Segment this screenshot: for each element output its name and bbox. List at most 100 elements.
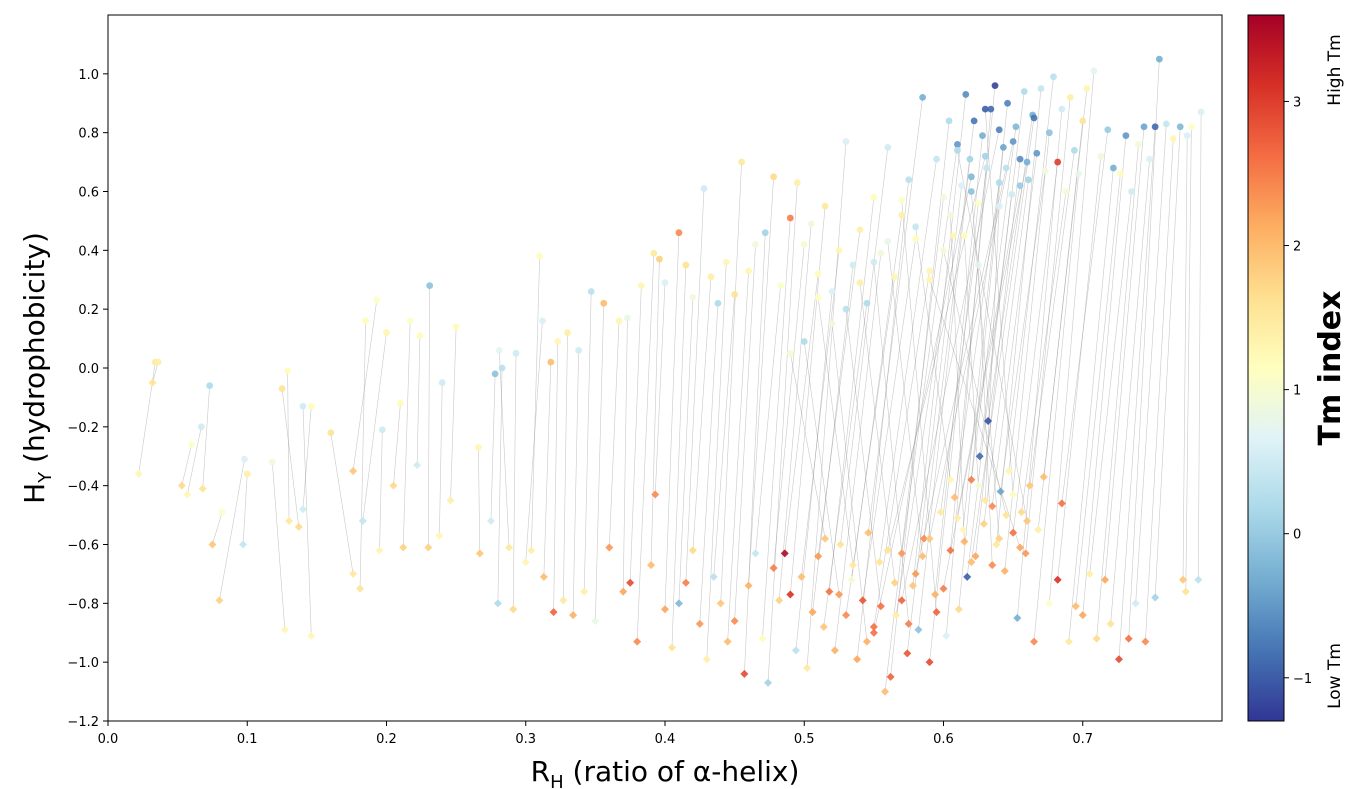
diamond-point <box>1016 543 1025 552</box>
connector-line <box>918 159 971 630</box>
connector-line <box>678 297 694 604</box>
diamond-point <box>667 643 676 652</box>
circle-point <box>940 193 947 201</box>
connector-line <box>823 303 868 627</box>
circle-point <box>1122 132 1130 140</box>
circle-point <box>800 338 808 345</box>
connector-line <box>915 226 951 480</box>
diamond-point <box>633 637 642 646</box>
circle-point <box>307 402 315 410</box>
diamond-point <box>1030 637 1039 646</box>
diamond-point <box>580 587 589 596</box>
connector-line <box>512 353 517 610</box>
connector-line <box>583 291 592 592</box>
diamond-point <box>674 599 683 608</box>
circle-point <box>731 291 739 298</box>
connector-line <box>950 85 996 551</box>
circle-point <box>870 193 878 201</box>
connector-line <box>427 285 430 548</box>
connector-line <box>362 332 387 522</box>
colorbar-gradient <box>1247 14 1285 722</box>
x-tick-label: 0.5 <box>794 732 815 747</box>
diamond-point <box>908 581 917 590</box>
diamond-point <box>864 528 873 537</box>
connector-line <box>971 191 1000 539</box>
circle-point <box>188 441 195 448</box>
diamond-point <box>1131 599 1140 608</box>
circle-point <box>475 444 482 451</box>
circle-point <box>624 314 631 322</box>
circle-point <box>438 379 446 387</box>
connector-line <box>964 235 979 486</box>
circle-point <box>745 267 752 275</box>
connector-line <box>692 276 712 551</box>
circle-point <box>884 143 892 151</box>
circle-point <box>863 299 871 307</box>
connector-line <box>767 182 798 683</box>
circle-point <box>954 141 961 148</box>
y-axis-title: HY (hydrophobicity) <box>18 232 56 504</box>
diamond-point <box>942 631 951 640</box>
diamond-point <box>1021 549 1030 558</box>
connector-line <box>490 373 496 521</box>
diamond-point <box>862 637 871 646</box>
connector-line <box>945 109 992 636</box>
diamond-point <box>1106 619 1115 628</box>
diamond-point <box>803 664 812 673</box>
diamond-point <box>958 525 967 534</box>
connector-line <box>219 459 245 601</box>
diamond-point <box>505 543 514 552</box>
connector-line <box>699 303 719 624</box>
connector-line <box>887 241 923 557</box>
circle-point <box>842 138 850 145</box>
circle-point <box>999 143 1007 151</box>
circle-point <box>491 370 499 378</box>
connector-line <box>1049 70 1095 604</box>
x-tick-label: 0.0 <box>98 732 119 747</box>
circle-point <box>397 399 404 407</box>
connector-line <box>943 250 1007 516</box>
circle-point <box>814 270 822 278</box>
connector-line <box>543 362 552 577</box>
diamond-point <box>758 634 767 643</box>
diamond-point <box>892 611 901 620</box>
diamond-point <box>446 496 455 505</box>
colorbar: −1 0 1 2 3 <box>1247 14 1312 722</box>
diamond-point <box>939 584 948 593</box>
connector-line <box>879 159 937 563</box>
connector-line <box>991 153 1038 507</box>
diamond-point <box>911 569 920 578</box>
diamond-point <box>1023 516 1032 525</box>
connector-line <box>1104 126 1145 580</box>
connector-line <box>966 194 1013 577</box>
plot-frame <box>107 14 1223 722</box>
connector-line <box>845 276 896 616</box>
circle-point <box>962 91 970 98</box>
diamond-point <box>1057 499 1066 508</box>
diamond-point <box>848 561 857 570</box>
diamond-point <box>819 622 828 631</box>
circle-point <box>284 367 292 375</box>
connector-lines <box>138 59 1202 692</box>
connector-line <box>873 176 972 633</box>
diamond-point <box>298 505 307 514</box>
diamond-point <box>918 552 927 561</box>
diamond-point <box>904 619 913 628</box>
circle-point <box>1008 191 1016 198</box>
diamond-point <box>825 587 834 596</box>
diamond-point <box>730 616 739 625</box>
connector-line <box>1012 162 1058 533</box>
connector-line <box>622 317 628 592</box>
connector-line <box>975 159 1021 557</box>
connector-line <box>979 91 1025 457</box>
circle-point <box>536 252 544 260</box>
circle-point <box>1155 55 1163 63</box>
circle-point <box>1037 85 1045 92</box>
diamond-point <box>527 546 536 555</box>
diamond-point <box>1025 481 1034 490</box>
connector-line <box>242 473 248 545</box>
circle-point <box>800 241 808 248</box>
circle-point <box>1020 88 1028 95</box>
diamond-point <box>148 378 157 387</box>
circle-point <box>967 173 975 181</box>
